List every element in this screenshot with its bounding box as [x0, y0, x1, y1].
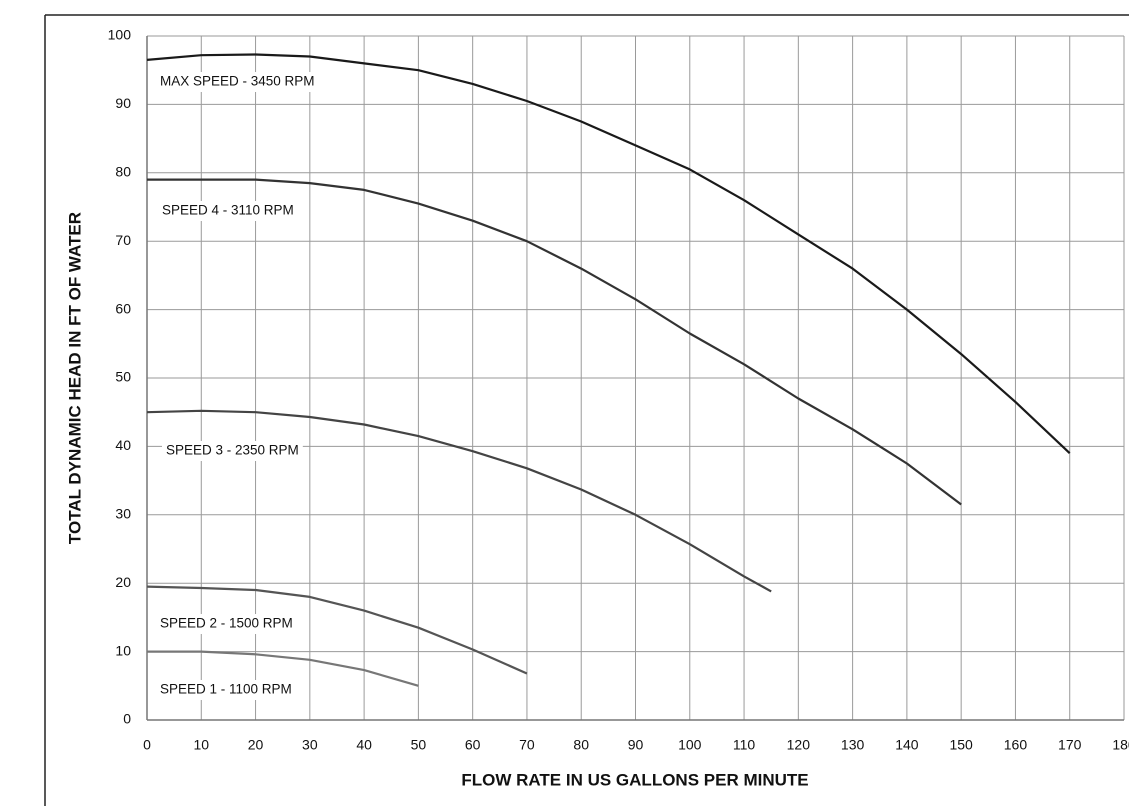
x-tick-label: 80: [573, 737, 589, 753]
x-tick-label: 30: [302, 737, 318, 753]
label-background: [156, 72, 319, 92]
curve-label: SPEED 3 - 2350 RPM: [166, 443, 299, 458]
y-axis-title: TOTAL DYNAMIC HEAD IN FT OF WATER: [65, 212, 84, 544]
x-tick-label: 100: [678, 737, 702, 753]
curve: [146, 585, 528, 675]
x-tick-label: 20: [248, 737, 264, 753]
x-tick-label: 70: [519, 737, 535, 753]
x-tick-label: 10: [193, 737, 209, 753]
x-tick-label: 50: [411, 737, 427, 753]
x-tick-label: 0: [143, 737, 151, 753]
label-background: [156, 614, 297, 634]
curve: [146, 53, 1071, 454]
x-axis-title: FLOW RATE IN US GALLONS PER MINUTE: [461, 770, 808, 789]
y-tick-label: 50: [115, 369, 131, 385]
y-tick-label: 30: [115, 506, 131, 522]
y-tick-label: 100: [108, 27, 132, 43]
x-tick-label: 140: [895, 737, 919, 753]
x-tick-label: 180: [1112, 737, 1129, 753]
y-tick-label: 20: [115, 574, 131, 590]
x-tick-label: 120: [787, 737, 811, 753]
y-tick-label: 90: [115, 95, 131, 111]
x-tick-label: 130: [841, 737, 865, 753]
label-background: [162, 441, 303, 461]
label-background: [158, 201, 298, 221]
curve-label: SPEED 4 - 3110 RPM: [162, 203, 294, 218]
curve: [147, 178, 962, 506]
y-tick-label: 70: [115, 232, 131, 248]
y-tick-label: 40: [115, 437, 131, 453]
x-tick-label: 60: [465, 737, 481, 753]
y-tick-label: 80: [115, 164, 131, 180]
x-tick-label: 150: [949, 737, 973, 753]
curve: [147, 650, 419, 687]
curve-label: MAX SPEED - 3450 RPM: [160, 74, 315, 89]
y-tick-label: 0: [123, 711, 131, 727]
y-tick-label: 60: [115, 300, 131, 316]
y-tick-label: 10: [115, 642, 131, 658]
curve-label: SPEED 2 - 1500 RPM: [160, 616, 293, 631]
label-background: [156, 680, 296, 700]
x-tick-label: 170: [1058, 737, 1082, 753]
x-tick-label: 110: [733, 737, 756, 753]
x-tick-label: 40: [356, 737, 372, 753]
x-tick-label: 160: [1004, 737, 1028, 753]
curve-label: SPEED 1 - 1100 RPM: [160, 682, 292, 697]
curve: [146, 409, 772, 593]
x-tick-label: 90: [628, 737, 644, 753]
